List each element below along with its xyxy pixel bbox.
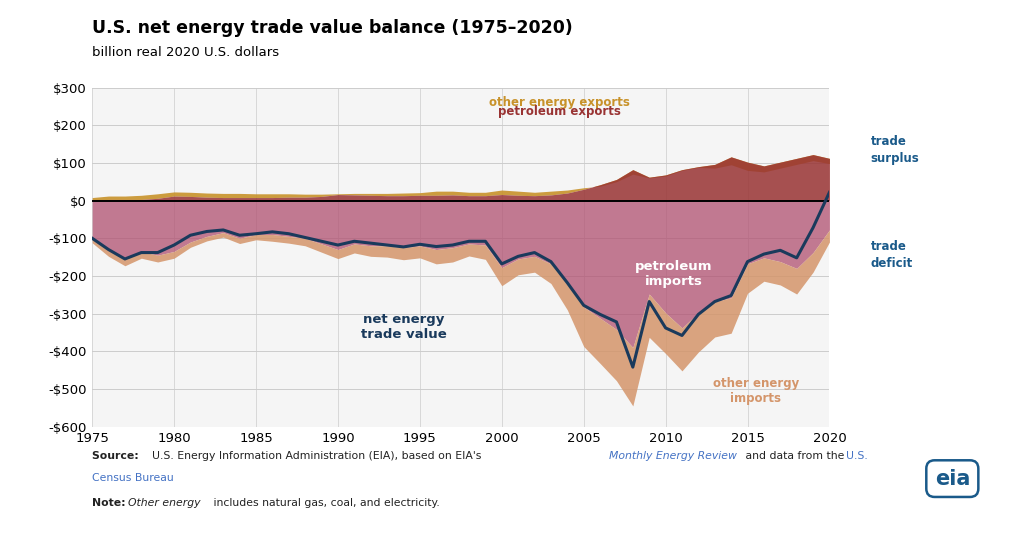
Text: petroleum exports: petroleum exports — [498, 106, 621, 118]
Text: U.S.: U.S. — [846, 451, 867, 461]
Text: Source:: Source: — [92, 451, 142, 461]
Text: eia: eia — [935, 469, 970, 488]
Text: U.S. Energy Information Administration (EIA), based on EIA's: U.S. Energy Information Administration (… — [152, 451, 484, 461]
Text: Monthly Energy Review: Monthly Energy Review — [609, 451, 737, 461]
Text: Note:: Note: — [92, 498, 129, 508]
Text: trade
surplus: trade surplus — [870, 135, 920, 165]
Text: billion real 2020 U.S. dollars: billion real 2020 U.S. dollars — [92, 46, 280, 60]
Text: U.S. net energy trade value balance (1975–2020): U.S. net energy trade value balance (197… — [92, 19, 572, 37]
Text: Other energy: Other energy — [128, 498, 201, 508]
Text: Census Bureau: Census Bureau — [92, 473, 174, 483]
Text: other energy exports: other energy exports — [488, 96, 630, 109]
Text: net energy
trade value: net energy trade value — [360, 313, 446, 341]
Text: includes natural gas, coal, and electricity.: includes natural gas, coal, and electric… — [210, 498, 439, 508]
Text: petroleum
imports: petroleum imports — [635, 260, 713, 288]
Text: trade
deficit: trade deficit — [870, 240, 912, 270]
Text: other energy
imports: other energy imports — [713, 377, 799, 405]
Text: and data from the: and data from the — [742, 451, 848, 461]
